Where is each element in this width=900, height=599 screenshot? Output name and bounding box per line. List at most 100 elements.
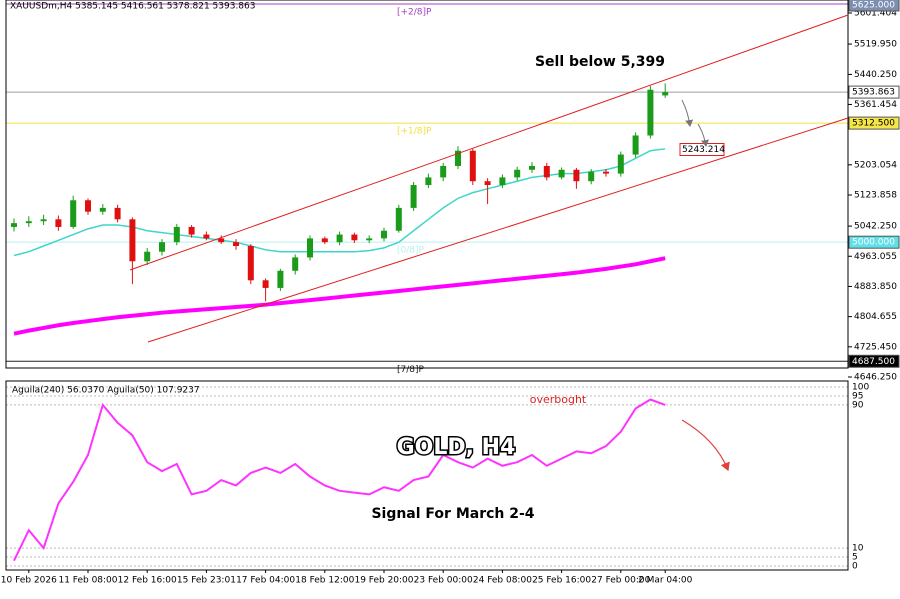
candle-body <box>203 234 210 239</box>
candle-body <box>543 165 550 178</box>
arrow <box>681 419 730 472</box>
arrow <box>681 99 694 127</box>
candle-body <box>499 177 506 186</box>
y-tick-label: 0 <box>852 562 858 572</box>
candle-body <box>617 154 624 174</box>
candle-body <box>173 226 180 243</box>
candle-body <box>588 171 595 182</box>
candle-body <box>218 238 225 243</box>
level-name: [0/8]P <box>397 246 425 256</box>
y-tick-label: 100 <box>852 383 869 393</box>
price-box <box>848 235 900 249</box>
level-name: [7/8]P <box>397 365 425 375</box>
candle-body <box>647 89 654 136</box>
x-tick-label: 10 Feb 2026 <box>1 576 57 586</box>
candle-body <box>321 238 328 243</box>
candle-body <box>366 238 373 241</box>
y-tick-label: 5361.454 <box>854 100 897 110</box>
y-tick-label: 5601.404 <box>854 8 897 18</box>
y-tick-label: 5203.054 <box>854 160 897 170</box>
candle-body <box>395 207 402 231</box>
candle-body <box>144 251 151 262</box>
price-box <box>848 85 900 99</box>
y-tick-label: 5 <box>852 553 858 563</box>
moving-average <box>13 148 666 257</box>
candle-body <box>262 280 269 288</box>
price-label: 5393.863 <box>852 88 895 98</box>
y-tick-label: 10 <box>852 544 864 554</box>
candle-body <box>336 234 343 243</box>
y-tick-label: 5519.950 <box>854 40 897 50</box>
indicator-line <box>13 398 666 562</box>
y-tick-label: 4646.250 <box>854 373 897 383</box>
annotation: Signal For March 2-4 <box>371 506 534 522</box>
candle-body <box>484 181 491 186</box>
candle-body <box>233 242 239 246</box>
y-tick-label: 4804.655 <box>854 312 897 322</box>
indicator-frame <box>5 380 849 571</box>
y-tick-label: 5440.250 <box>854 70 897 80</box>
candle-body <box>85 200 91 212</box>
price-box <box>848 0 900 12</box>
candle-body <box>603 171 609 174</box>
y-tick-label: 4883.850 <box>854 282 897 292</box>
candle-body <box>55 219 62 227</box>
candle-body <box>159 242 165 252</box>
target-label: 5243.214 <box>682 145 725 155</box>
y-tick-label: 4725.450 <box>854 342 897 352</box>
annotation: Sell below 5,399 <box>535 54 665 70</box>
channel-upper <box>129 14 849 271</box>
y-tick-label: 90 <box>852 400 864 410</box>
level-name: [+1/8]P <box>397 127 432 137</box>
candle-body <box>277 270 284 288</box>
x-tick-label: 2 Mar 04:00 <box>638 576 693 586</box>
price-frame <box>5 0 849 369</box>
candle-body <box>307 238 313 258</box>
x-tick-label: 17 Feb 04:00 <box>236 576 295 586</box>
price-box <box>848 116 900 130</box>
x-tick-label: 12 Feb 16:00 <box>118 576 177 586</box>
candle-body <box>292 257 299 271</box>
level-name: [+2/8]P <box>397 8 432 18</box>
candle-body <box>514 169 521 178</box>
indicator-title: Aguila(240) 56.0370 Aguila(50) 107.9237 <box>12 386 200 396</box>
y-tick-label: 95 <box>852 391 863 401</box>
candle-body <box>455 150 461 166</box>
x-tick-label: 19 Feb 20:00 <box>354 576 413 586</box>
x-tick-label: 15 Feb 23:01 <box>177 576 236 586</box>
candle-body <box>410 185 417 208</box>
candle-body <box>70 200 77 227</box>
channel-lower <box>147 117 849 343</box>
x-tick-label: 18 Feb 12:00 <box>295 576 354 586</box>
candle-body <box>662 92 669 96</box>
arrow <box>697 123 709 147</box>
candle-body <box>247 245 254 281</box>
candle-body <box>558 169 565 178</box>
x-tick-label: 25 Feb 16:00 <box>532 576 591 586</box>
annotation: GOLD, H4 <box>397 435 516 460</box>
candle-body <box>351 234 358 241</box>
price-label: 4687.500 <box>852 357 895 367</box>
y-tick-label: 4963.055 <box>854 252 897 262</box>
candle-body <box>188 226 195 235</box>
candle-body <box>440 165 447 178</box>
price-label: 5000.000 <box>852 238 895 248</box>
candle-body <box>11 223 17 227</box>
header: XAUUSDm,H4 5385.145 5416.561 5378.821 53… <box>10 2 255 12</box>
candle-body <box>381 230 387 239</box>
candle-body <box>529 165 535 170</box>
candle-body <box>114 207 121 220</box>
price-label: 5312.500 <box>852 119 895 129</box>
price-label: 5625.000 <box>852 1 895 11</box>
annotation: overboght <box>530 393 587 406</box>
candle-body <box>99 207 106 212</box>
candle-body <box>573 169 580 182</box>
candle-body <box>40 219 47 222</box>
candle-body <box>425 177 432 186</box>
candle-body <box>469 150 476 182</box>
x-tick-label: 27 Feb 00:00 <box>591 576 650 586</box>
candle-body <box>632 135 639 155</box>
y-tick-label: 5123.858 <box>854 190 897 200</box>
